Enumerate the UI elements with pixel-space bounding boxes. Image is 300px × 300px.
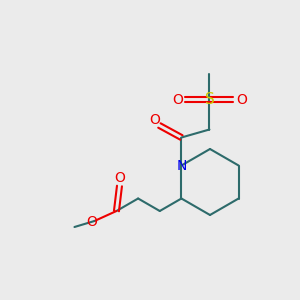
Text: O: O: [236, 92, 247, 106]
Text: O: O: [172, 92, 183, 106]
Text: S: S: [205, 92, 214, 107]
Text: N: N: [176, 158, 187, 172]
Text: O: O: [86, 215, 97, 229]
Text: O: O: [149, 113, 160, 128]
Text: O: O: [114, 171, 125, 185]
